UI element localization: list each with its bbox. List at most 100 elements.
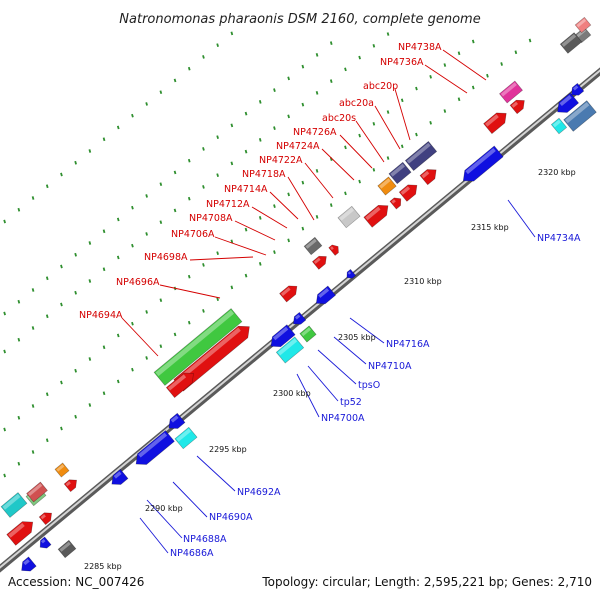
tick-dot <box>3 473 6 478</box>
tick-dot <box>202 185 205 189</box>
tick-dot <box>258 100 262 104</box>
tick-dot <box>216 173 219 178</box>
gene-shape <box>389 197 402 210</box>
tick-dot <box>386 156 390 160</box>
gene-label-np4700a: NP4700A <box>321 413 365 424</box>
tick-dot <box>88 357 92 361</box>
gene-highlight <box>500 82 517 97</box>
tick-dot <box>301 180 305 185</box>
gene-feature <box>550 117 568 135</box>
gene-label-np4734a: NP4734A <box>537 233 581 244</box>
tick-dot <box>45 438 49 443</box>
tick-dot <box>216 135 219 140</box>
reverse-gene-labels: NP4686A NP4688A NP4690A NP4692A NP4700A … <box>170 233 581 559</box>
gene-shape <box>363 204 389 228</box>
gene-highlight <box>390 163 405 177</box>
gene-highlight <box>485 114 499 127</box>
gene-highlight <box>155 309 234 377</box>
tick-dot <box>216 251 219 256</box>
tick-dot <box>116 333 120 338</box>
tick-dot <box>315 91 319 95</box>
tick-dot <box>145 194 148 198</box>
tick-dot <box>88 403 92 407</box>
gene-highlight <box>167 374 187 391</box>
gene-feature <box>38 512 52 526</box>
tick-dot <box>45 184 49 189</box>
tick-dot <box>400 98 404 103</box>
tick-dot <box>429 120 432 125</box>
tick-dot <box>358 55 361 60</box>
tick-dot <box>159 182 163 187</box>
gene-highlight <box>552 119 562 128</box>
tick-label-2290: 2290 kbp <box>145 504 183 513</box>
gene-feature <box>57 539 77 559</box>
gene-label-np4688a: NP4688A <box>183 534 227 545</box>
tick-dot <box>273 88 276 92</box>
leader-line <box>374 105 401 150</box>
leader-line <box>146 499 183 539</box>
gene-shape <box>483 112 507 135</box>
gene-shape <box>574 16 592 34</box>
gene-highlight <box>465 147 496 175</box>
tick-dot <box>486 73 489 78</box>
tick-dot <box>131 321 134 326</box>
tick-dot <box>60 380 63 385</box>
tick-dot <box>60 172 63 177</box>
leader-line <box>287 176 315 221</box>
gene-feature <box>328 244 339 256</box>
tick-dot <box>102 267 106 272</box>
tick-dot <box>45 392 49 397</box>
gene-shape <box>559 32 583 54</box>
gene-feature <box>557 92 580 113</box>
tick-dot <box>230 161 234 166</box>
gene-shape <box>509 99 525 115</box>
tick-dot <box>244 111 248 116</box>
gene-shape <box>111 468 129 485</box>
gene-shape <box>303 236 323 256</box>
tick-dot <box>145 356 148 360</box>
tick-dot <box>273 250 276 254</box>
genome-summary-text: Topology: circular; Length: 2,595,221 bp… <box>261 575 592 589</box>
gene-label-np4692a: NP4692A <box>237 487 281 498</box>
tick-dot <box>74 290 77 295</box>
gene-feature <box>275 336 305 364</box>
leader-line <box>507 199 536 238</box>
gene-feature <box>574 16 592 34</box>
tick-dot <box>173 208 177 213</box>
tick-label-2285: 2285 kbp <box>84 562 122 571</box>
gene-shape <box>346 268 357 279</box>
tick-dot <box>159 344 163 349</box>
tick-dot <box>187 158 191 163</box>
tick-dot <box>145 310 148 314</box>
gene-highlight <box>27 483 43 497</box>
tick-dot <box>315 53 319 57</box>
tick-dot <box>372 167 376 172</box>
tick-dot <box>173 78 177 83</box>
gene-highlight <box>400 186 411 195</box>
label-leader-lines <box>121 49 536 554</box>
gene-shape <box>279 285 298 303</box>
gene-highlight <box>576 18 587 28</box>
gene-feature <box>174 426 198 450</box>
leader-line <box>121 317 159 357</box>
gene-highlight <box>511 101 519 108</box>
gene-feature <box>559 32 583 54</box>
gene-highlight <box>572 85 579 91</box>
gene-label-np4690a: NP4690A <box>209 512 253 523</box>
gene-shape <box>26 481 48 503</box>
gene-highlight <box>176 428 191 442</box>
tick-dot <box>372 121 376 126</box>
gene-shape <box>499 80 523 104</box>
gene-feature <box>303 236 323 256</box>
gene-feature <box>363 204 389 228</box>
tick-dot <box>528 38 532 43</box>
tick-dot <box>358 179 361 184</box>
leader-line <box>296 373 320 418</box>
tick-dot <box>102 229 106 234</box>
tick-dot <box>17 337 21 342</box>
tick-dot <box>88 241 92 245</box>
gene-feature <box>39 536 52 549</box>
leader-line <box>196 455 236 492</box>
tick-dot <box>187 274 191 279</box>
tick-dot <box>329 79 333 83</box>
